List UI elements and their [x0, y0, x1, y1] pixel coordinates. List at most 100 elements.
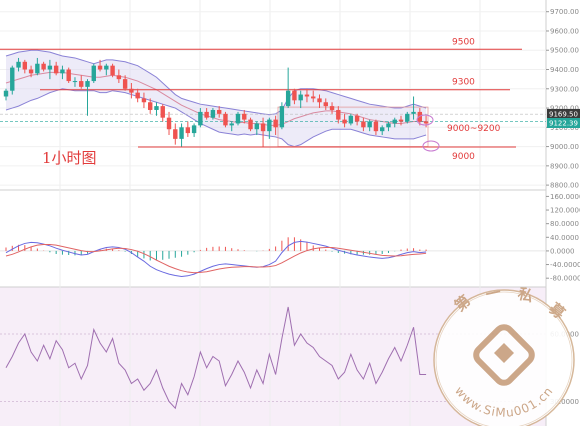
rsi-line	[5, 306, 427, 410]
candle-body	[79, 81, 84, 87]
candle-body	[248, 119, 253, 130]
watermark-seal: 第 一 私 募 www.SiMu001.cn	[433, 283, 575, 430]
macd-indicator	[5, 237, 427, 277]
candle-body	[260, 123, 266, 132]
candle-body	[317, 98, 322, 103]
bollinger-middle-line	[5, 71, 427, 126]
price-tick-label: 9000.00	[550, 143, 579, 151]
rsi-tick-label: 30.0000	[550, 398, 579, 406]
candle-body	[141, 98, 147, 103]
candle-body	[423, 121, 429, 124]
bollinger-upper-line	[5, 49, 427, 116]
candle-body	[311, 96, 316, 99]
rsi-indicator	[5, 306, 427, 410]
candle-body	[35, 63, 40, 74]
candle-body	[323, 102, 328, 107]
price-tag-box	[547, 108, 580, 119]
candle-body	[160, 106, 165, 118]
grid	[0, 0, 546, 426]
highlight-ellipse	[422, 140, 440, 152]
level-label: 9500	[452, 37, 475, 47]
support-resistance-levels: 9500 9300 9000	[0, 37, 522, 162]
price-tick-label: 9500.00	[550, 47, 579, 55]
price-tag-box	[547, 117, 580, 128]
candle-body	[242, 113, 247, 120]
candle-body	[348, 115, 354, 124]
macd-tick-label: 160.0000	[550, 193, 580, 201]
watermark-char: 私	[515, 284, 535, 306]
candle-body	[154, 106, 159, 110]
candle-body	[72, 81, 78, 83]
price-tag: 9169.50	[547, 108, 580, 119]
candle-body	[91, 65, 96, 82]
candle-body	[135, 92, 140, 99]
candle-body	[185, 127, 191, 134]
candle-body	[292, 90, 297, 101]
price-tick-label: 8800.00	[550, 182, 579, 190]
candle-body	[97, 65, 103, 70]
candle-body	[216, 109, 222, 114]
candle-body	[229, 123, 234, 126]
macd-tick-label: -40.0000	[550, 261, 580, 269]
bollinger-fill	[6, 50, 427, 147]
candle-body	[267, 119, 272, 132]
candle-body	[129, 88, 134, 93]
candle-body	[41, 63, 46, 70]
candle-body	[198, 111, 203, 126]
macd-tick-label: -80.0000	[550, 275, 580, 283]
candle-body	[304, 94, 310, 97]
price-tick-label: 9400.00	[550, 66, 579, 74]
candle-body	[386, 123, 391, 128]
price-tag-label: 9169.50	[549, 110, 578, 118]
candle-body	[285, 90, 291, 107]
candle-body	[354, 115, 360, 122]
candle-body	[85, 81, 90, 87]
candle-body	[398, 119, 404, 122]
level-label: 9300	[452, 78, 475, 88]
candle-body	[166, 117, 172, 130]
range-annotation: 9000~9200	[447, 124, 501, 134]
candle-body	[179, 127, 184, 139]
price-tick-label: 9600.00	[550, 27, 579, 35]
candle-body	[329, 106, 335, 110]
candle-body	[336, 109, 341, 120]
macd-line	[5, 240, 427, 277]
macd-tick-label: 0.0000	[550, 247, 575, 255]
price-tick-label: 9200.00	[550, 105, 579, 113]
candle-body	[392, 119, 397, 124]
candle-body	[28, 69, 34, 74]
price-tick-label: 9300.00	[550, 85, 579, 93]
candle-body	[22, 61, 28, 70]
macd-tick-label: 40.0000	[550, 234, 579, 242]
candle-body	[373, 121, 379, 132]
candle-body	[223, 113, 228, 126]
candle-body	[342, 119, 347, 124]
candle-body	[191, 125, 197, 134]
candle-body	[361, 121, 366, 128]
candle-body	[47, 65, 53, 70]
candle-body	[60, 69, 65, 74]
candle-body	[367, 121, 372, 128]
highlight-ellipse	[416, 114, 434, 126]
macd-tick-label: 80.0000	[550, 220, 579, 228]
candle-body	[279, 106, 285, 128]
level-label: 9000	[452, 152, 475, 162]
price-tick-label: 8900.00	[550, 162, 579, 170]
watermark-logo-icon	[473, 324, 535, 386]
candle-body	[53, 65, 59, 74]
candle-body	[10, 67, 15, 91]
candle-body	[66, 69, 71, 82]
candle-body	[110, 65, 115, 76]
macd-tick-label: 120.0000	[550, 207, 580, 215]
bollinger-lower-line	[5, 88, 427, 148]
candle-body	[235, 113, 241, 124]
candle-body	[405, 113, 410, 122]
candle-body	[16, 61, 21, 68]
candle-body	[3, 90, 9, 97]
candle-body	[411, 111, 416, 114]
candle-body	[298, 94, 303, 101]
candle-body	[273, 119, 278, 128]
candle-body	[210, 109, 216, 118]
